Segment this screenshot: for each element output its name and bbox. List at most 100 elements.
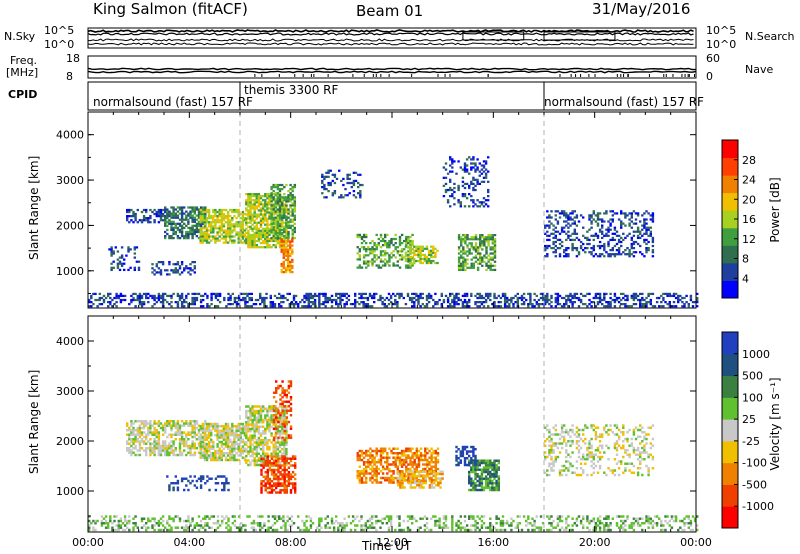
data-cell [466, 244, 469, 247]
data-cell [287, 222, 290, 225]
data-cell [199, 294, 203, 298]
data-cell [239, 235, 243, 238]
data-cell [268, 239, 271, 243]
data-cell [203, 456, 207, 459]
data-cell [383, 303, 387, 306]
data-cell [170, 420, 173, 423]
data-cell [293, 218, 297, 221]
data-cell [195, 422, 199, 425]
data-cell [272, 475, 276, 478]
data-cell [283, 427, 286, 431]
data-cell [153, 294, 156, 298]
data-cell [220, 436, 224, 439]
data-cell [157, 294, 161, 298]
data-cell [541, 292, 545, 296]
data-cell [465, 294, 469, 298]
data-cell [145, 447, 148, 450]
data-cell [630, 238, 634, 242]
data-cell [203, 237, 207, 240]
data-cell [400, 256, 404, 259]
data-cell [394, 264, 397, 267]
data-cell [134, 435, 137, 439]
data-cell [281, 380, 284, 383]
data-cell [294, 489, 297, 492]
data-cell [293, 222, 297, 225]
data-cell [289, 252, 292, 255]
nave-mark [663, 74, 665, 77]
data-cell [287, 196, 290, 199]
data-cell [262, 203, 265, 206]
data-cell [463, 168, 467, 171]
data-cell [247, 211, 250, 214]
data-cell [405, 242, 408, 245]
data-cell [201, 438, 205, 441]
data-cell [556, 230, 560, 233]
data-cell [185, 420, 188, 423]
data-cell [554, 251, 558, 254]
data-cell [259, 414, 263, 417]
data-cell [249, 439, 252, 442]
data-cell [166, 273, 169, 276]
data-cell [222, 231, 226, 234]
data-cell [453, 190, 456, 194]
data-cell [601, 232, 604, 235]
data-cell [201, 237, 205, 240]
data-cell [264, 209, 267, 212]
data-cell [257, 457, 261, 460]
data-cell [573, 210, 577, 213]
data-cell [544, 244, 547, 248]
data-cell [552, 224, 555, 227]
data-cell [379, 296, 382, 300]
data-cell [283, 216, 286, 219]
data-cell [457, 252, 461, 255]
data-cell [157, 431, 161, 434]
data-cell [560, 244, 564, 248]
data-cell [174, 224, 178, 227]
data-cell [235, 458, 238, 462]
data-cell [231, 225, 234, 228]
data-cell [241, 210, 245, 214]
data-cell [231, 241, 234, 244]
data-cell [594, 305, 598, 308]
data-cell [231, 440, 234, 444]
data-cell [201, 443, 205, 446]
data-cell [596, 296, 600, 300]
data-cell [183, 235, 186, 238]
data-cell [255, 207, 259, 210]
data-cell [394, 458, 397, 462]
data-cell [247, 225, 250, 228]
data-cell [243, 241, 247, 244]
data-cell [183, 431, 186, 434]
data-cell [197, 212, 201, 215]
data-cell [377, 458, 381, 462]
data-cell [489, 248, 492, 251]
data-cell [645, 249, 648, 252]
data-cell [128, 449, 131, 452]
data-cell [290, 303, 294, 306]
data-cell [373, 472, 376, 475]
data-cell [255, 215, 259, 218]
data-cell [157, 221, 161, 224]
data-cell [212, 227, 215, 230]
data-cell [199, 456, 202, 459]
data-cell [193, 224, 197, 227]
data-cell [275, 491, 278, 494]
data-cell [233, 229, 236, 232]
data-cell [226, 452, 230, 455]
data-cell [214, 458, 217, 462]
data-cell [624, 214, 627, 217]
data-cell [237, 231, 240, 234]
data-cell [390, 479, 393, 482]
data-cell [273, 303, 277, 306]
data-cell [255, 213, 259, 216]
data-cell [365, 266, 368, 269]
data-cell [268, 223, 271, 226]
data-cell [199, 447, 202, 450]
data-cell [662, 305, 665, 308]
data-cell [571, 210, 574, 213]
data-cell [193, 429, 197, 432]
data-cell [341, 294, 344, 298]
data-cell [218, 229, 221, 232]
data-cell [366, 303, 370, 306]
data-cell [461, 176, 465, 179]
